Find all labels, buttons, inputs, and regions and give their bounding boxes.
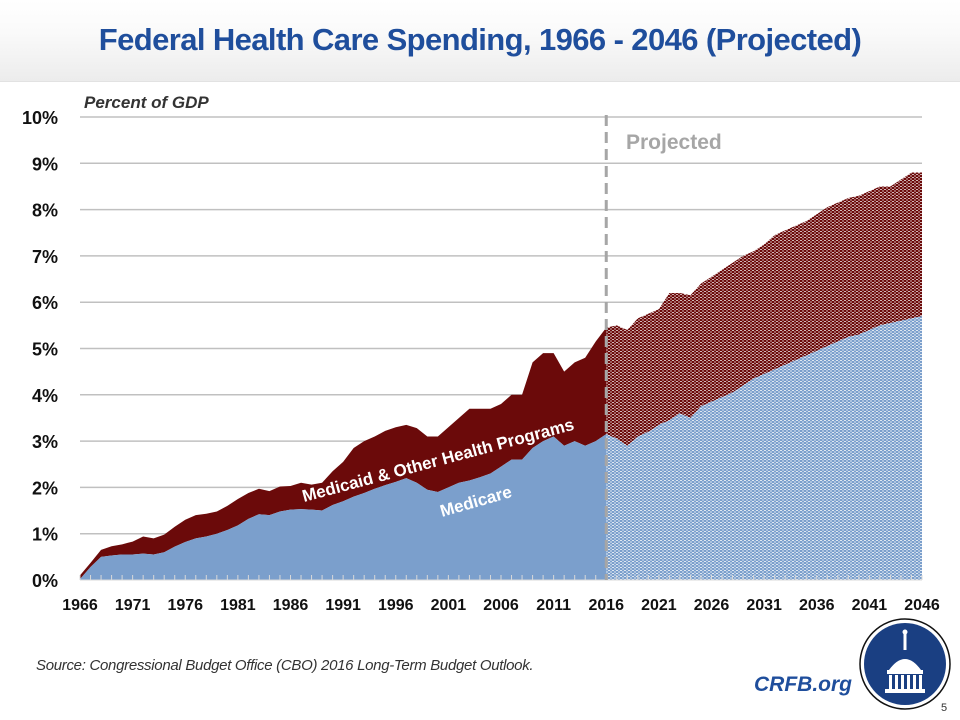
x-tick-label: 2026 — [694, 597, 730, 614]
y-tick-label: 1% — [32, 525, 58, 545]
crfb-capitol-logo — [859, 618, 951, 710]
y-tick-label: 9% — [32, 154, 58, 174]
x-tick-label: 2011 — [536, 597, 571, 614]
y-tick-label: 7% — [32, 247, 58, 267]
page-title: Federal Health Care Spending, 1966 - 204… — [98, 22, 862, 57]
x-tick-label: 2031 — [746, 597, 782, 614]
x-tick-label: 1991 — [325, 597, 361, 614]
x-tick-label: 2006 — [483, 597, 519, 614]
y-tick-label: 6% — [32, 293, 58, 313]
x-tick-label: 2036 — [799, 597, 835, 614]
projected-label: Projected — [626, 131, 722, 154]
x-tick-label: 1981 — [220, 597, 256, 614]
x-tick-label: 1971 — [115, 597, 151, 614]
x-tick-label: 2001 — [431, 597, 467, 614]
y-tick-label: 8% — [32, 201, 58, 221]
y-axis-ticks: 0% 1% 2% 3% 4% 5% 6% 7% 8% 9% 10% — [22, 108, 58, 591]
x-axis-ticks: 1966 1971 1976 1981 1986 1991 1996 2001 2006 2011… — [62, 597, 940, 614]
y-axis-label: Percent of GDP — [84, 93, 209, 112]
area-medicaid-historical — [80, 327, 607, 580]
x-tick-label: 2041 — [852, 597, 888, 614]
area-series — [80, 172, 922, 580]
brand-link[interactable]: CRFB.org — [754, 673, 852, 696]
area-medicare-historical — [80, 434, 607, 580]
y-tick-label: 5% — [32, 340, 58, 360]
source-note: Source: Congressional Budget Office (CBO… — [36, 657, 534, 674]
y-tick-label: 3% — [32, 432, 58, 452]
area-medicaid-projected — [606, 172, 922, 446]
y-tick-label: 4% — [32, 386, 58, 406]
x-tick-label: 1966 — [62, 597, 98, 614]
y-tick-label: 2% — [32, 478, 58, 498]
x-tick-label: 1976 — [167, 597, 203, 614]
x-tick-label: 1996 — [378, 597, 414, 614]
area-medicare-projected — [606, 316, 922, 580]
x-axis — [79, 575, 923, 581]
x-tick-label: 2046 — [904, 597, 940, 614]
capitol-icon — [885, 629, 925, 693]
y-tick-label: 0% — [32, 571, 58, 591]
x-tick-label: 2016 — [588, 597, 624, 614]
title-bar: Federal Health Care Spending, 1966 - 204… — [0, 0, 960, 82]
y-tick-label: 10% — [22, 108, 58, 128]
page-number: 5 — [941, 702, 948, 714]
x-tick-label: 2021 — [641, 597, 677, 614]
x-tick-label: 1986 — [273, 597, 309, 614]
